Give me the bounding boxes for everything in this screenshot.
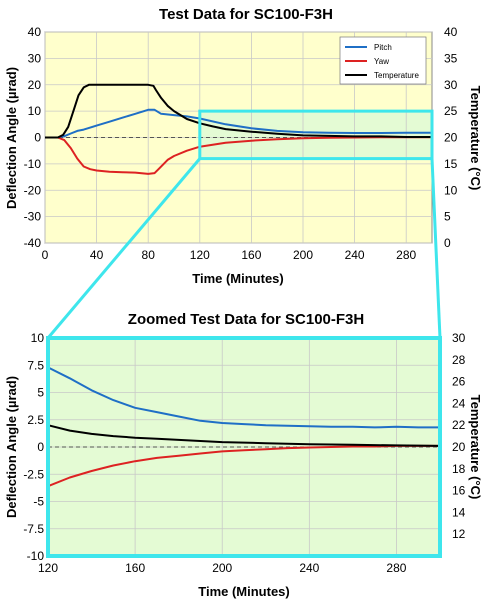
y2-tick-label: 18 (452, 462, 466, 476)
y-tick-label: 0 (37, 440, 44, 454)
top-x-axis-label: Time (Minutes) (192, 271, 284, 286)
zoom-connector-right (430, 158, 442, 339)
top-y-axis-label: Deflection Angle (µrad) (4, 67, 19, 209)
bottom-chart-title: Zoomed Test Data for SC100-F3H (128, 311, 364, 328)
y2-tick-label: 20 (444, 131, 458, 145)
top-y2-ticks: 0 5 10 15 20 25 30 35 40 (444, 25, 458, 250)
y-tick-label: 7.5 (27, 358, 44, 372)
bottom-x-axis-label: Time (Minutes) (198, 584, 290, 599)
y2-tick-label: 30 (452, 331, 466, 345)
legend-label-pitch: Pitch (374, 43, 392, 52)
y-tick-label: 0 (34, 131, 41, 145)
y2-tick-label: 30 (444, 78, 458, 92)
y2-tick-label: 22 (452, 418, 466, 432)
y2-tick-label: 14 (452, 505, 466, 519)
top-legend: Pitch Yaw Temperature (339, 36, 427, 85)
y-tick-label: 2.5 (27, 413, 44, 427)
y-tick-label: 10 (28, 104, 42, 118)
y-tick-label: -2.5 (23, 467, 44, 481)
x-tick-label: 200 (293, 248, 313, 262)
y-tick-label: 40 (28, 25, 42, 39)
bottom-y-ticks: -10 -7.5 -5 -2.5 0 2.5 5 7.5 10 (23, 331, 44, 563)
x-tick-label: 120 (38, 561, 58, 575)
p1-series-yaw (45, 136, 432, 175)
y-tick-label: -20 (24, 183, 42, 197)
y-tick-label: 10 (31, 331, 45, 345)
legend-label-temperature: Temperature (374, 71, 419, 80)
y2-tick-label: 12 (452, 527, 466, 541)
y-tick-label: 5 (37, 386, 44, 400)
y-tick-label: 30 (28, 51, 42, 65)
x-tick-label: 200 (212, 561, 232, 575)
top-y-ticks: -40 -30 -20 -10 0 10 20 30 40 (24, 25, 42, 250)
top-chart: Test Data for SC100-F3H 0 40 80 120 160 200 24… (4, 6, 483, 286)
p2-series-yaw (47, 444, 440, 488)
zoom-connector-left (46, 157, 201, 339)
top-x-ticks: 0 40 80 120 160 200 240 280 (42, 248, 417, 262)
y2-tick-label: 15 (444, 157, 458, 171)
y2-tick-label: 5 (444, 210, 451, 224)
y2-tick-label: 10 (444, 183, 458, 197)
y2-tick-label: 20 (452, 440, 466, 454)
y-tick-label: -10 (24, 157, 42, 171)
y2-tick-label: 28 (452, 353, 466, 367)
y2-tick-label: 0 (444, 236, 451, 250)
p2-series-pitch (47, 366, 440, 429)
bottom-y-axis-label: Deflection Angle (µrad) (4, 376, 19, 518)
legend-label-yaw: Yaw (374, 57, 389, 66)
zoom-connectors (46, 157, 442, 339)
y-tick-label: 20 (28, 78, 42, 92)
p1-series-temperature (45, 83, 432, 139)
y-tick-label: -5 (33, 495, 44, 509)
bottom-series (47, 366, 441, 488)
x-tick-label: 40 (90, 248, 104, 262)
y-tick-label: -7.5 (23, 522, 44, 536)
bottom-plot-border (46, 336, 442, 558)
x-tick-label: 240 (345, 248, 365, 262)
p2-series-temperature (47, 424, 441, 447)
y-tick-label: -10 (27, 549, 45, 563)
bottom-y2-ticks: 12 14 16 18 20 22 24 26 28 30 (452, 331, 466, 541)
top-y2-axis-label: Temperature (°C) (468, 86, 483, 191)
p1-series-pitch (45, 108, 432, 139)
x-tick-label: 80 (142, 248, 156, 262)
bottom-y2-axis-label: Temperature (°C) (468, 395, 483, 500)
x-tick-label: 160 (125, 561, 145, 575)
y2-tick-label: 26 (452, 375, 466, 389)
x-tick-label: 0 (42, 248, 49, 262)
x-tick-label: 280 (396, 248, 416, 262)
y2-tick-label: 35 (444, 51, 458, 65)
y2-tick-label: 16 (452, 484, 466, 498)
y-tick-label: -30 (24, 210, 42, 224)
y-tick-label: -40 (24, 236, 42, 250)
bottom-chart: Zoomed Test Data for SC100-F3H 120 160 200… (4, 311, 483, 599)
x-tick-label: 240 (299, 561, 319, 575)
y2-tick-label: 24 (452, 396, 466, 410)
top-series (45, 83, 432, 175)
top-zoom-box (198, 109, 434, 161)
x-tick-label: 280 (386, 561, 406, 575)
top-chart-title: Test Data for SC100-F3H (159, 6, 333, 23)
bottom-x-ticks: 120 160 200 240 280 (38, 561, 407, 575)
x-tick-label: 120 (190, 248, 210, 262)
x-tick-label: 160 (241, 248, 261, 262)
y2-tick-label: 40 (444, 25, 458, 39)
y2-tick-label: 25 (444, 104, 458, 118)
